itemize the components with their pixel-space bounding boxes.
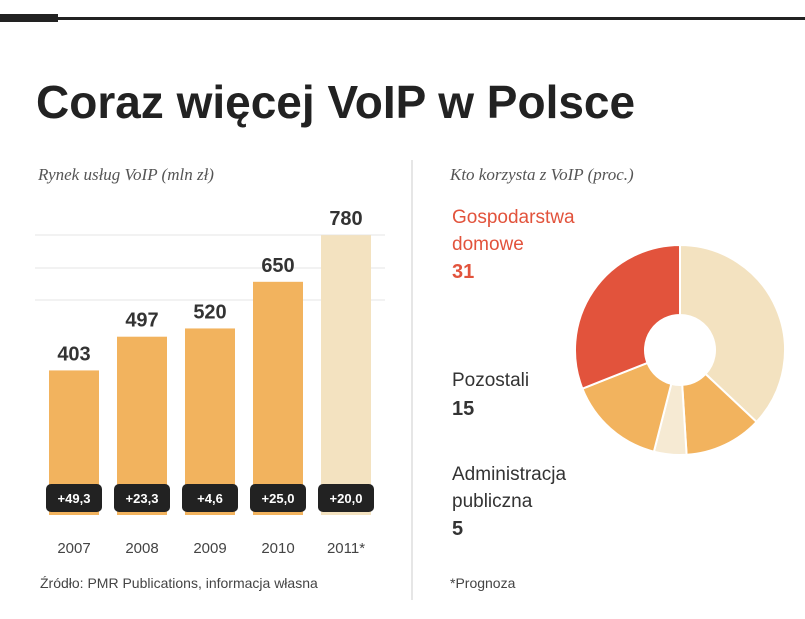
bar [321, 235, 371, 516]
x-tick-label: 2008 [125, 540, 158, 557]
subtitle: Kto korzysta z VoIP (proc.) [449, 165, 634, 184]
bar [253, 281, 303, 515]
value-label: 780 [329, 208, 362, 230]
top-rule [58, 17, 805, 20]
change-box [318, 484, 374, 512]
change-label: +23,3 [126, 491, 159, 506]
x-tick-label: 2007 [57, 540, 90, 557]
value-label: 403 [57, 343, 90, 365]
value-label: 497 [125, 310, 158, 332]
x-tick-label: 2011* [327, 540, 365, 557]
donut-segment [574, 243, 681, 390]
donut-segment [581, 361, 673, 453]
segment-name: Pozostali [452, 370, 530, 391]
value-label: 650 [261, 255, 294, 277]
segment-value: 5 [452, 518, 464, 541]
segment-name: Administracja publiczna [452, 464, 567, 512]
change-label: +20,0 [330, 491, 363, 506]
title: Coraz więcej VoIP w Polsce [36, 76, 635, 128]
x-tick-label: 2009 [193, 540, 226, 557]
note: *Prognoza [450, 575, 516, 591]
change-label: +4,6 [197, 491, 223, 506]
subtitle: Rynek usług VoIP (mln zł) [37, 165, 214, 184]
change-label: +25,0 [262, 491, 295, 506]
segment-name: Gospodarstwa domowe [452, 207, 575, 255]
change-box [114, 484, 170, 512]
source: Źródło: PMR Publications, informacja wła… [40, 575, 318, 591]
change-box [46, 484, 102, 512]
bar [185, 328, 235, 515]
value-label: 520 [193, 301, 226, 323]
segment-label: Pozostali 15 [452, 368, 622, 423]
segment-label: Gospodarstwa domowe 31 [452, 205, 622, 286]
x-tick-label: 2010 [261, 540, 294, 557]
segment-value: 31 [452, 261, 475, 284]
change-box [250, 484, 306, 512]
change-label: +49,3 [58, 491, 91, 506]
change-box [182, 484, 238, 512]
donut-segment [679, 243, 786, 424]
top-bar [0, 14, 58, 22]
segment-value: 15 [452, 397, 475, 420]
segment-label: Administracja publiczna 5 [452, 462, 622, 543]
